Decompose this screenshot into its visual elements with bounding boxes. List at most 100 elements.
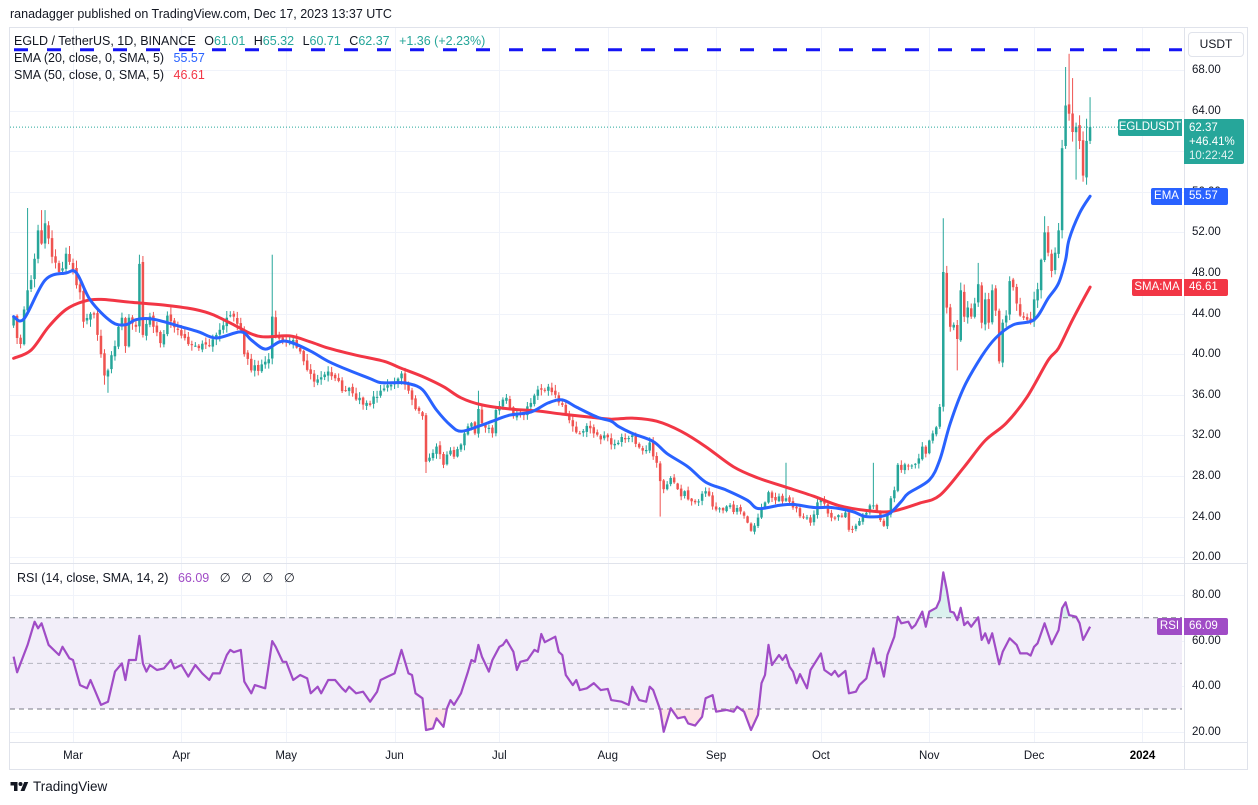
candle-body <box>568 414 571 421</box>
candle-body <box>994 288 997 311</box>
candle-body <box>354 393 358 400</box>
price-axis-label: 64.00 <box>1192 104 1221 117</box>
candle-body <box>742 512 746 516</box>
candle-body <box>809 517 812 523</box>
rsi-na-value: ∅ <box>219 571 231 585</box>
candle-body <box>201 343 204 350</box>
candle-body <box>232 313 236 317</box>
candle-body <box>749 523 753 531</box>
candle-body <box>176 328 180 330</box>
ema-legend[interactable]: EMA (20, close, 0, SMA, 5) 55.57 <box>14 51 205 66</box>
symbol-legend[interactable]: EGLD / TetherUS, 1D, BINANCE O61.01 H65.… <box>14 34 485 49</box>
candle-body <box>267 359 270 364</box>
sma-title[interactable]: SMA (50, close, 0, SMA, 5) <box>14 68 165 82</box>
candle-body <box>966 307 969 318</box>
rsi-title[interactable]: RSI (14, close, SMA, 14, 2) <box>17 571 169 585</box>
rsi-band-lines <box>10 617 1182 710</box>
candle-body <box>896 464 900 491</box>
percent-change: +46.41% <box>1189 136 1235 148</box>
high-label: H <box>253 34 263 48</box>
candle-body <box>375 396 379 398</box>
candle-body <box>92 313 96 315</box>
candle-body <box>924 446 928 454</box>
price-axis-label: 40.00 <box>1192 348 1221 361</box>
candle-body <box>893 490 896 499</box>
candle-body <box>739 507 742 512</box>
candle-body <box>257 365 260 371</box>
candle-body <box>589 425 592 429</box>
candle-body <box>585 425 589 432</box>
candle-body <box>480 409 484 424</box>
candle-body <box>134 324 138 327</box>
candle-body <box>26 290 29 311</box>
candle-body <box>127 317 131 347</box>
candle-body <box>47 225 50 239</box>
candle-body <box>700 493 704 501</box>
sma-value: 46.61 <box>173 68 205 82</box>
ema-title[interactable]: EMA (20, close, 0, SMA, 5) <box>14 51 165 65</box>
candle-body <box>250 358 253 371</box>
candle-body <box>124 318 127 347</box>
candle-body <box>61 268 64 271</box>
candle-body <box>187 336 190 345</box>
candle-body <box>1053 252 1057 271</box>
candle-body <box>756 517 760 526</box>
candle-body <box>463 433 466 446</box>
candle-body <box>309 369 312 374</box>
candle-body <box>721 508 725 511</box>
candle-body <box>302 350 305 362</box>
candle-body <box>305 360 309 370</box>
low-label: L <box>302 34 310 48</box>
candle-body <box>907 465 910 467</box>
currency-button[interactable]: USDT <box>1188 32 1244 57</box>
candle-body <box>1085 140 1088 178</box>
candle-body <box>117 326 120 347</box>
candle-body <box>372 396 375 404</box>
sma-badge-value: 46.61 <box>1184 279 1228 296</box>
candle-body <box>910 465 914 467</box>
rsi-pane[interactable] <box>10 564 1184 742</box>
candle-body <box>980 285 983 323</box>
candle-body <box>71 263 75 270</box>
candle-body <box>68 254 71 262</box>
candle-body <box>449 450 452 455</box>
candle-body <box>183 334 187 339</box>
candle-body <box>812 514 816 523</box>
candle-body <box>29 280 33 289</box>
candle-body <box>274 317 277 336</box>
candle-body <box>298 348 302 352</box>
candle-body <box>477 409 480 434</box>
candle-body <box>1046 232 1050 253</box>
candle-body <box>1071 113 1074 132</box>
candle-body <box>159 332 162 344</box>
price-axis-label: 68.00 <box>1192 64 1221 76</box>
candle-body <box>347 387 351 392</box>
symbol-title[interactable]: EGLD / TetherUS, 1D, BINANCE <box>14 34 196 48</box>
publish-info: ranadagger published on TradingView.com,… <box>10 7 392 21</box>
candle-body <box>707 491 711 496</box>
price-axis-label: 36.00 <box>1192 388 1221 401</box>
candle-body <box>277 336 281 339</box>
ema-value: 55.57 <box>173 51 205 65</box>
candle-body <box>833 517 837 519</box>
candle-body <box>763 502 767 508</box>
candle-body <box>802 516 805 518</box>
tradingview-brand-link[interactable]: TradingView <box>10 779 107 795</box>
sma-legend[interactable]: SMA (50, close, 0, SMA, 5) 46.61 <box>14 68 205 83</box>
tradingview-logo-icon <box>10 782 29 791</box>
candle-body <box>243 330 246 355</box>
candle-body <box>781 495 784 502</box>
candle-body <box>1025 317 1029 320</box>
price-pane[interactable] <box>10 28 1184 563</box>
candle-body <box>1032 299 1036 322</box>
candle-body <box>424 415 428 462</box>
price-axis-label: 24.00 <box>1192 510 1221 523</box>
candle-body <box>928 440 931 454</box>
candle-body <box>770 492 774 498</box>
candle-body <box>1039 259 1043 291</box>
candle-body <box>386 385 389 388</box>
candle-body <box>728 505 732 507</box>
candle-body <box>655 456 658 463</box>
rsi-legend[interactable]: RSI (14, close, SMA, 14, 2) 66.09 ∅ ∅ ∅ … <box>17 571 295 586</box>
candle-body <box>197 345 201 349</box>
